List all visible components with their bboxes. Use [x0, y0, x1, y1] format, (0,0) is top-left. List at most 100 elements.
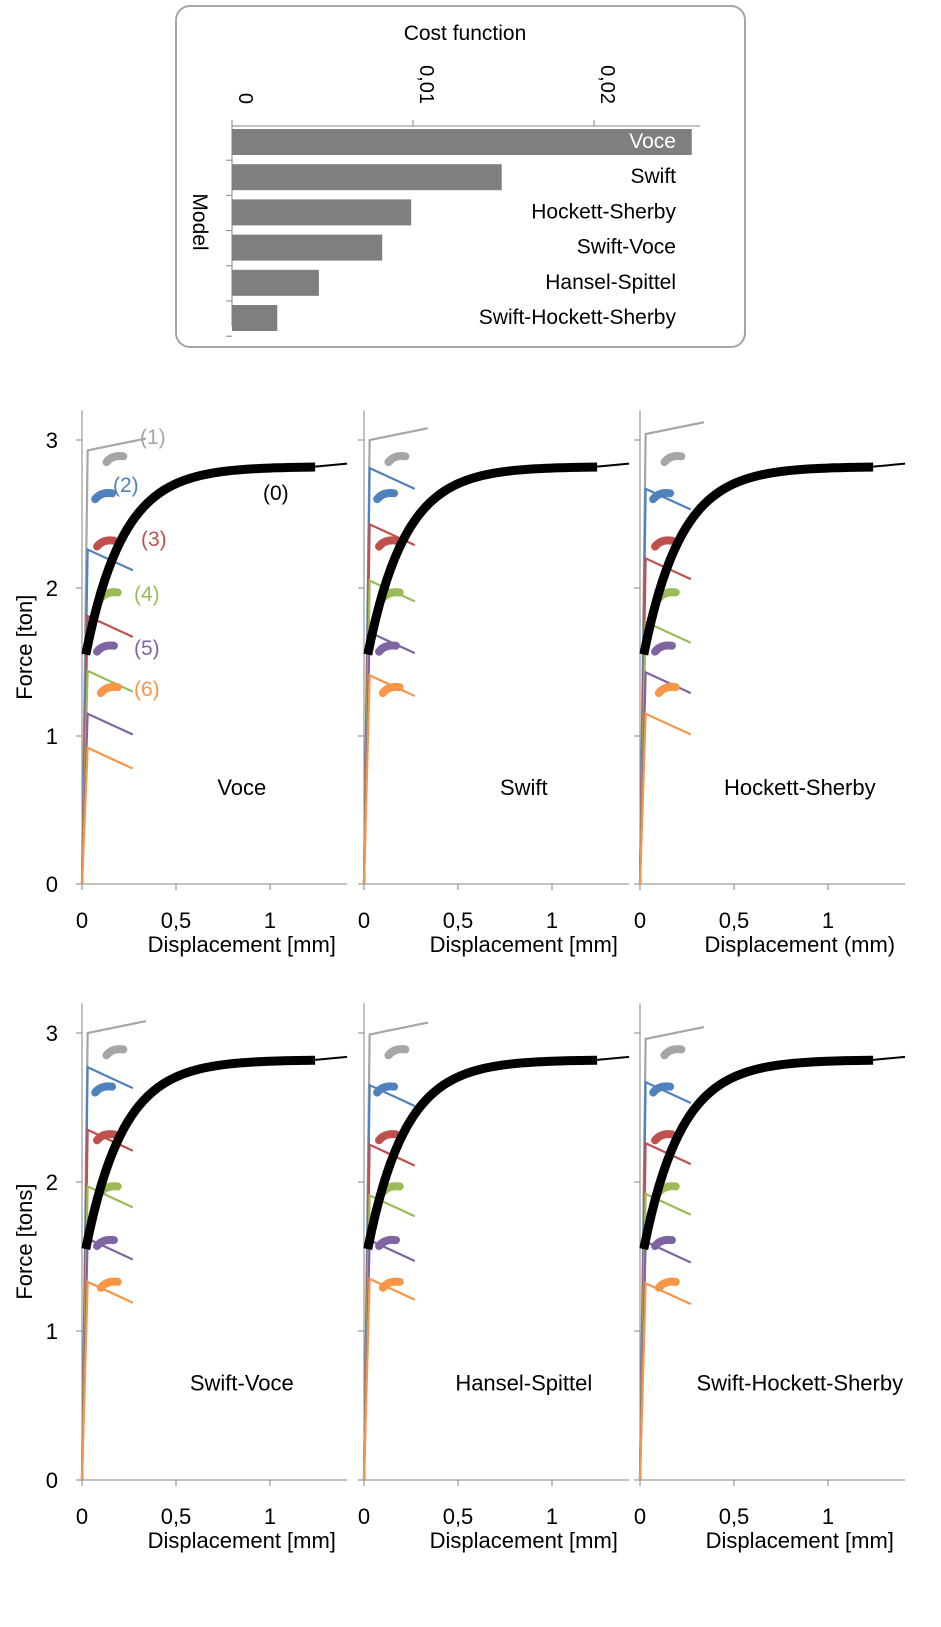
sim-curve: [82, 1239, 133, 1480]
model-label: Swift-Voce: [190, 1371, 294, 1396]
experimental-point: [101, 687, 118, 693]
experimental-point: [664, 1049, 681, 1055]
cost-category-label: Hockett-Sherby: [531, 200, 676, 223]
sim-curve: [82, 671, 133, 884]
experimental-point: [659, 1282, 676, 1288]
panel-swift: 0 0,5 1Displacement [mm]Swift: [358, 410, 629, 957]
experimental-point: [655, 1240, 672, 1246]
x-axis-label: Displacement [mm]: [706, 1528, 894, 1553]
curve-label: (6): [134, 678, 160, 701]
x-axis-label: Displacement (mm): [704, 932, 895, 957]
experimental-point: [97, 1240, 114, 1246]
sim-curve: [640, 714, 691, 884]
experimental-point: [97, 1134, 114, 1140]
x-tick-label: 0,5: [719, 908, 750, 933]
x-tick-label: 0,5: [443, 1504, 474, 1529]
experimental-point: [388, 1049, 405, 1055]
experimental-point: [106, 1049, 123, 1055]
x-tick-label: 0,5: [443, 908, 474, 933]
exp-curve-0-tail: [597, 1057, 629, 1060]
x-tick-label: 1: [822, 1504, 834, 1529]
y-tick-label: 3: [46, 428, 58, 453]
curve-label: (1): [140, 426, 166, 449]
experimental-point: [383, 1282, 400, 1288]
y-tick-label: 0: [46, 872, 58, 897]
experimental-point: [655, 540, 672, 546]
cost-x-tick-label: 0: [234, 93, 256, 104]
curve-label: (0): [263, 482, 289, 505]
sim-curve: [640, 558, 691, 884]
y-tick-label: 1: [46, 1319, 58, 1344]
sim-curve: [82, 1130, 133, 1480]
sim-curve: [82, 616, 133, 884]
x-tick-label: 0,5: [719, 1504, 750, 1529]
cost-bar: [232, 305, 277, 331]
x-axis-label: Displacement [mm]: [148, 1528, 336, 1553]
cost-x-tick-label: 0,02: [596, 65, 618, 104]
curve-label: (3): [141, 528, 167, 551]
cost-category-label: Hansel-Spittel: [545, 271, 676, 294]
experimental-point: [379, 540, 396, 546]
x-axis-label: Displacement [mm]: [430, 932, 618, 957]
cost-category-label: Swift-Voce: [577, 236, 676, 259]
sim-curve: [640, 672, 691, 884]
experimental-point: [659, 687, 676, 693]
sim-curve: [82, 439, 146, 884]
experimental-point: [388, 456, 405, 462]
sim-curve: [364, 1145, 415, 1480]
curve-label: (2): [113, 474, 139, 497]
cost-category-label: Swift: [630, 165, 676, 188]
model-label: Hansel-Spittel: [455, 1371, 592, 1396]
panel-voce: 0 0,5 1 0 1 2 3 Displacement [mm] Force [ton] Voc…: [12, 410, 347, 957]
x-tick-label: 0: [76, 908, 88, 933]
cost-bar: [232, 235, 382, 261]
exp-curve-0-tail: [873, 464, 905, 467]
y-tick-label: 2: [46, 1170, 58, 1195]
sim-curve: [640, 622, 691, 884]
cost-category-label: Swift-Hockett-Sherby: [479, 306, 677, 329]
experimental-point: [664, 456, 681, 462]
x-tick-label: 0: [76, 1504, 88, 1529]
exp-curve-0: [644, 467, 873, 655]
sim-curve: [82, 748, 133, 884]
sim-curve: [640, 1242, 691, 1480]
exp-curve-0-tail: [597, 464, 629, 467]
experimental-point: [101, 1282, 118, 1288]
panel-hockett-sherby: 0 0,5 1Displacement (mm)Hockett-Sherby: [634, 410, 905, 957]
cost-y-axis-label: Model: [188, 193, 211, 250]
sim-curve: [82, 550, 133, 884]
x-tick-label: 0: [358, 908, 370, 933]
cost-category-label: Voce: [629, 130, 676, 153]
y-tick-label: 1: [46, 724, 58, 749]
cost-bar: [232, 164, 502, 190]
x-tick-label: 0,5: [161, 1504, 192, 1529]
x-tick-label: 1: [264, 908, 276, 933]
exp-curve-0: [368, 467, 597, 655]
cost-x-tick-label: 0,01: [415, 65, 437, 104]
sim-curve: [364, 1240, 415, 1480]
experimental-point: [97, 540, 114, 546]
x-tick-label: 1: [822, 908, 834, 933]
experimental-point: [655, 1134, 672, 1140]
exp-curve-0-tail: [873, 1057, 905, 1060]
cost-bar: [232, 270, 319, 296]
cost-chart-title: Cost function: [404, 22, 527, 45]
x-tick-label: 0: [358, 1504, 370, 1529]
cost-bar: [232, 129, 692, 155]
exp-curve-0: [644, 1060, 873, 1249]
y-axis-label: Force [ton]: [12, 595, 37, 700]
sim-curve: [364, 1279, 415, 1480]
experimental-point: [655, 645, 672, 651]
exp-curve-0: [368, 1060, 597, 1249]
experimental-point: [106, 456, 123, 462]
experimental-point: [383, 687, 400, 693]
exp-curve-0-tail: [315, 1057, 347, 1060]
model-label: Swift: [500, 775, 548, 800]
experimental-point: [95, 493, 112, 499]
x-axis-label: Displacement [mm]: [430, 1528, 618, 1553]
experimental-point: [379, 1240, 396, 1246]
sim-curve: [82, 1282, 133, 1480]
y-axis-label: Force [tons]: [12, 1184, 37, 1300]
